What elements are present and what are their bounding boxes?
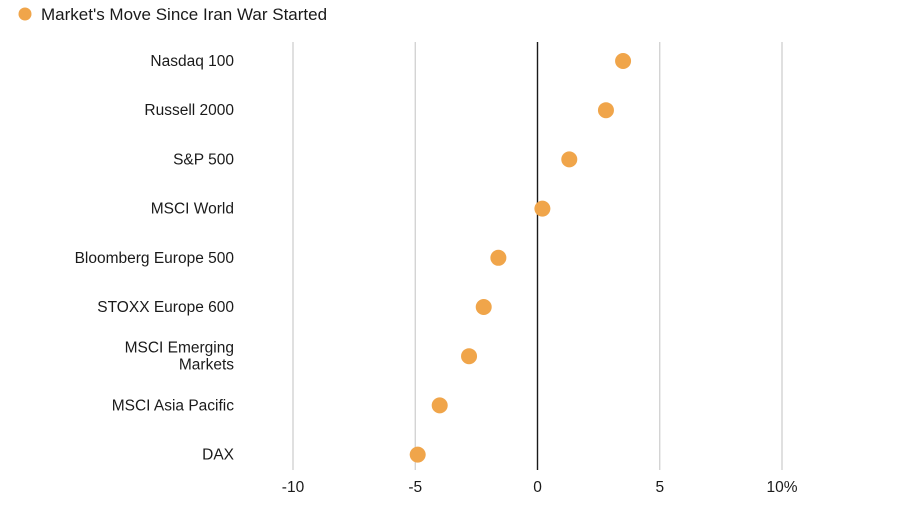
category-label: DAX [202,447,235,464]
data-point [561,151,578,168]
category-label: MSCI Emerging Markets [125,340,235,374]
data-points [409,53,632,463]
category-label: MSCI Asia Pacific [112,397,235,414]
data-point [475,299,492,315]
x-tick-label: -5 [408,479,422,496]
x-axis-tick-labels: -10 -5 0 5 10% [282,479,798,496]
x-tick-label: 0 [533,479,542,496]
legend: Market's Move Since Iran War Started [18,5,327,24]
x-tick-label: 10% [766,479,797,496]
category-labels: Nasdaq 100 Russell 2000 S&P 500 MSCI World B… [75,53,235,464]
category-label: Bloomberg Europe 500 [75,250,235,267]
data-point [490,249,507,266]
category-label: S&P 500 [173,151,234,168]
data-point [615,53,632,69]
legend-marker [18,7,32,21]
data-point [431,397,448,414]
category-label: Russell 2000 [144,102,234,119]
category-label: MSCI World [151,201,234,218]
legend-label: Market's Move Since Iran War Started [41,5,327,24]
category-label: Nasdaq 100 [150,53,234,70]
data-point [534,200,551,217]
x-tick-label: 5 [655,479,664,496]
data-point [409,446,426,463]
x-tick-label: -10 [282,479,305,496]
data-point [597,102,614,119]
category-label: STOXX Europe 600 [97,299,234,316]
grid [292,42,783,470]
data-point [461,348,478,365]
